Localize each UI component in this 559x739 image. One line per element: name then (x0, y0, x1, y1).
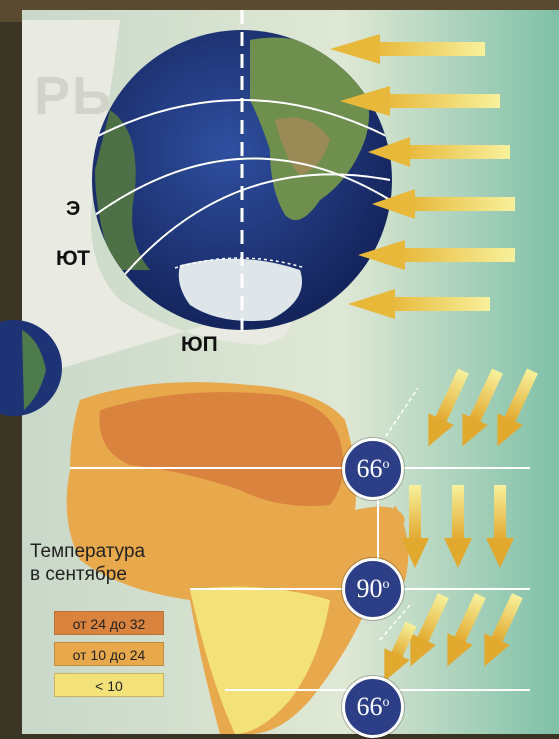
badge-value: 66 (357, 454, 383, 483)
badge-degree: o (383, 695, 390, 710)
equator-label: Э (66, 198, 80, 221)
badge-value: 90 (357, 574, 383, 603)
legend-title-line2: в сентябре (30, 563, 190, 586)
badge-degree: o (383, 577, 390, 592)
legend-title-line1: Температура (30, 540, 190, 563)
legend-item-cool: < 10 (54, 673, 164, 697)
legend-title: Температура в сентябре (30, 540, 190, 586)
tropic-label: ЮТ (56, 247, 90, 271)
south-pole-label: ЮП (181, 333, 218, 357)
badge-value: 66 (357, 692, 383, 721)
latitude-badge-66-south: 66o (342, 676, 404, 738)
badge-degree: o (383, 457, 390, 472)
legend-item-mid: от 10 до 24 (54, 642, 164, 666)
legend-item-hot: от 24 до 32 (54, 611, 164, 635)
watermark-text: РЬ (34, 65, 113, 127)
latitude-badge-90: 90o (342, 558, 404, 620)
latitude-badge-66-north: 66o (342, 438, 404, 500)
vertical-rays-middle (401, 485, 514, 568)
